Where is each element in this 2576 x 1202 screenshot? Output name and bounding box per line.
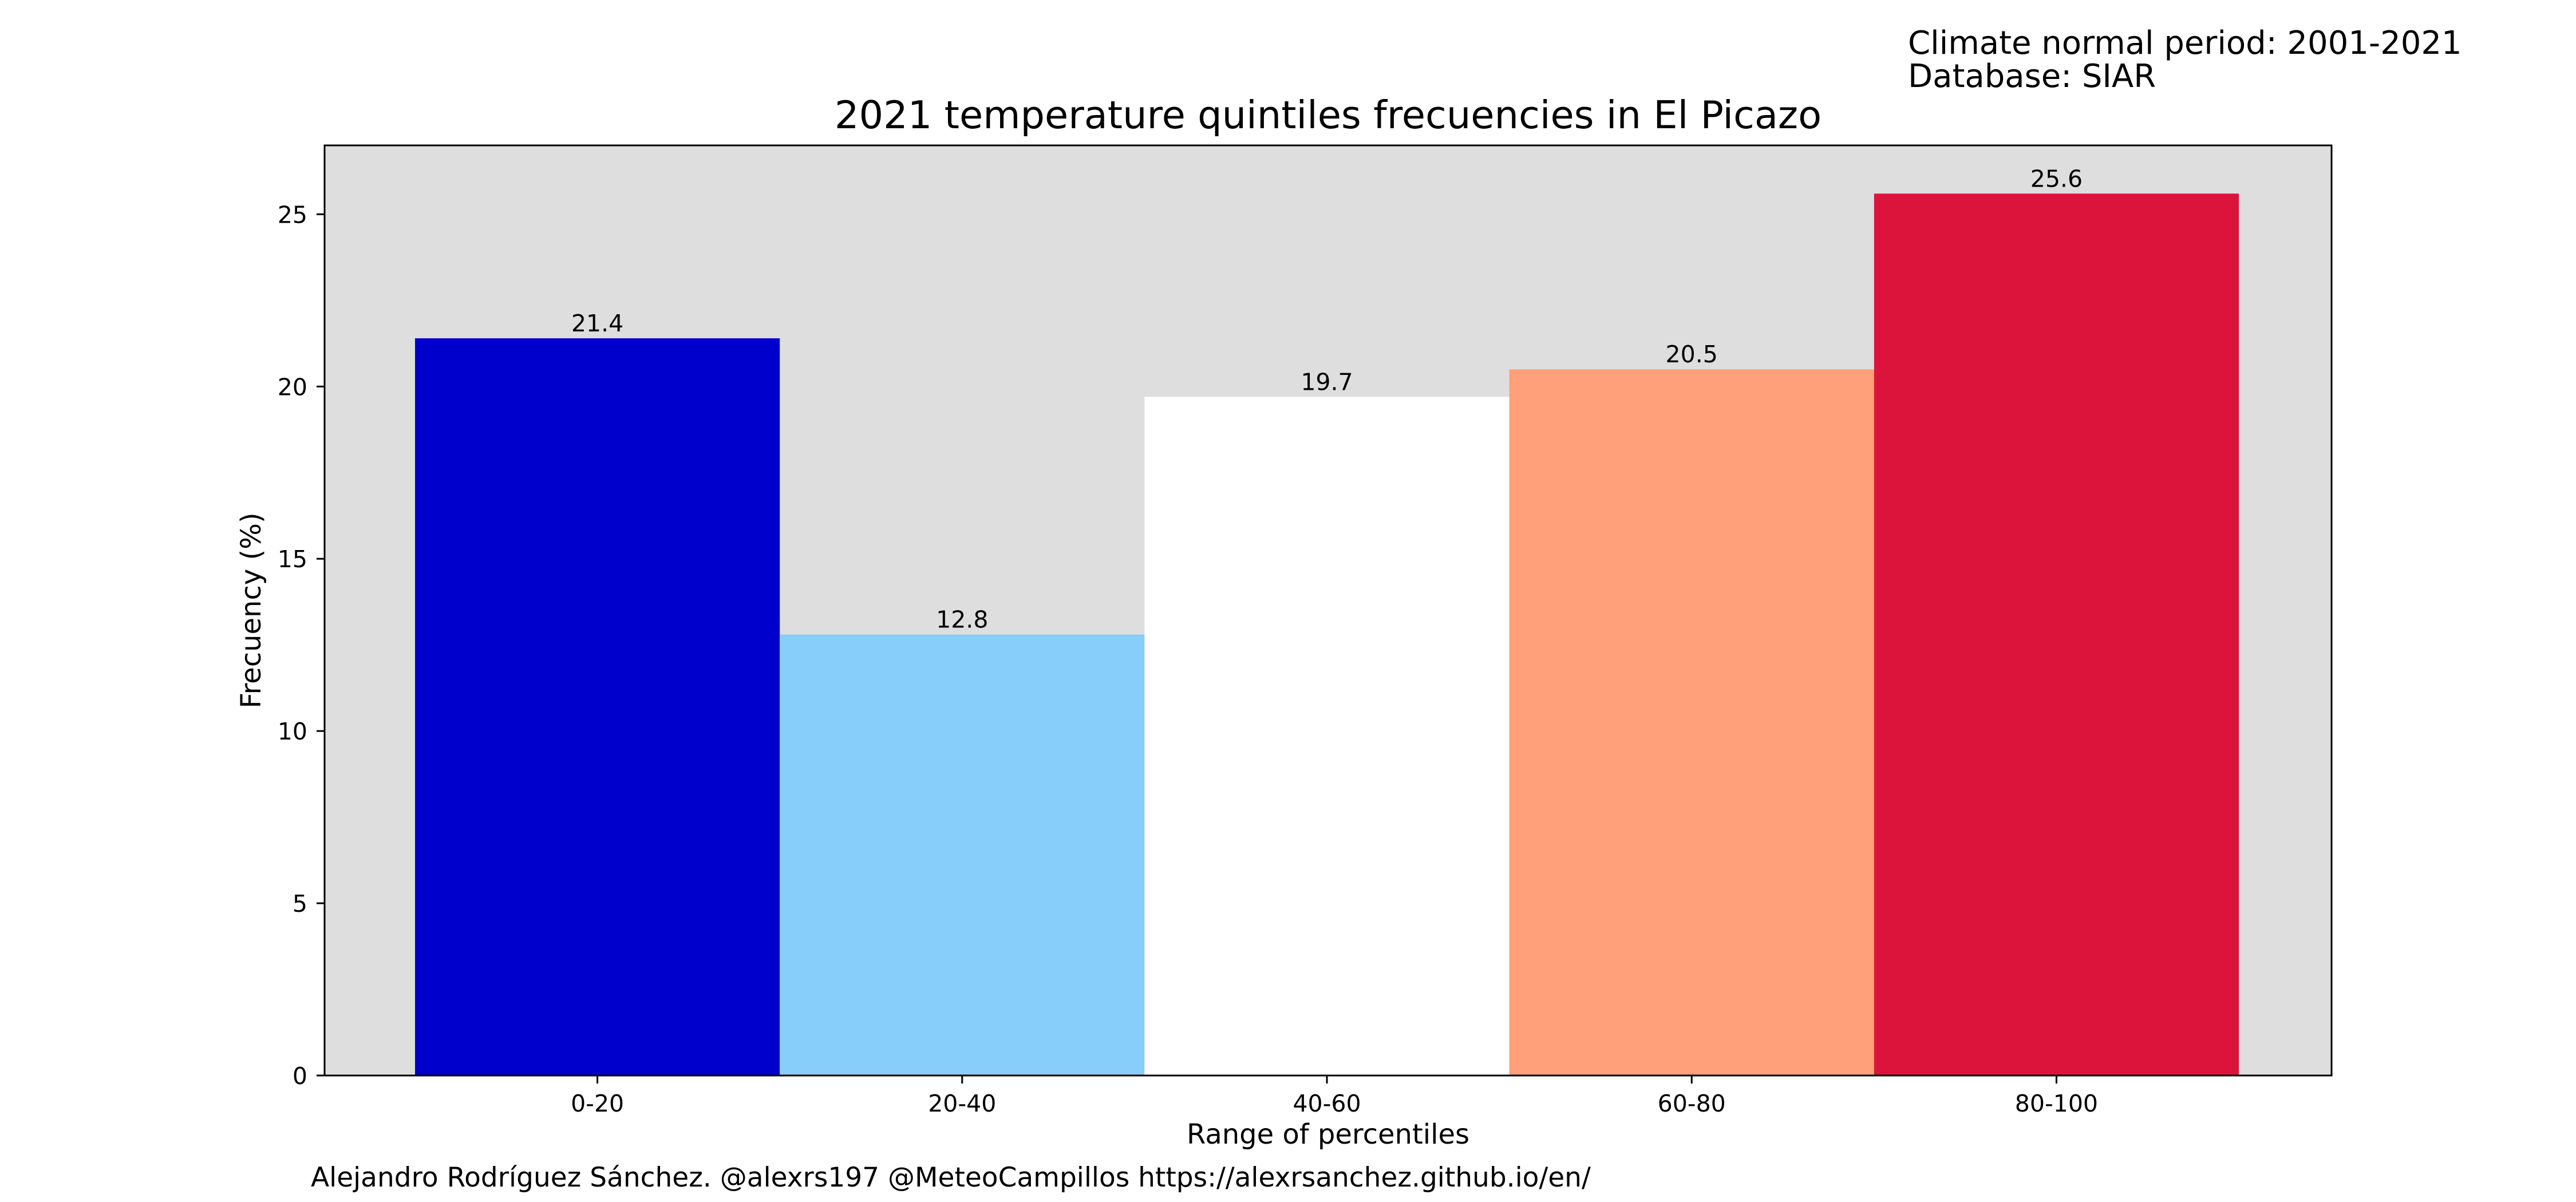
bar-0-20 — [415, 338, 780, 1076]
y-tick-label: 15 — [278, 545, 307, 573]
x-tick-label: 0-20 — [571, 1090, 624, 1117]
data-label-60-80: 20.5 — [1666, 341, 1718, 368]
data-label-40-60: 19.7 — [1301, 368, 1353, 396]
bar-40-60 — [1144, 397, 1510, 1076]
x-tick-label: 20-40 — [928, 1090, 996, 1117]
y-tick-label: 25 — [278, 201, 307, 228]
bar-20-40 — [780, 634, 1145, 1076]
x-axis-label: Range of percentiles — [1187, 1118, 1469, 1150]
author-credits: Alejandro Rodríguez Sánchez. @alexrs197 … — [311, 1162, 1591, 1193]
chart-title: 2021 temperature quintiles frecuencies i… — [835, 93, 1822, 137]
y-axis-label: Frecuency (%) — [235, 512, 267, 708]
y-tick-label: 0 — [293, 1062, 307, 1090]
y-tick-label: 10 — [278, 718, 307, 745]
x-tick-label: 80-100 — [2015, 1090, 2098, 1117]
data-label-20-40: 12.8 — [936, 606, 988, 634]
database-note: Database: SIAR — [1908, 58, 2156, 95]
plot-frame — [323, 144, 2333, 1077]
x-tick-label: 40-60 — [1293, 1090, 1361, 1117]
bar-80-100 — [1874, 193, 2239, 1076]
y-axis: 0 5 10 15 20 25 — [278, 201, 325, 1090]
y-tick-label: 5 — [293, 890, 307, 918]
data-label-0-20: 21.4 — [571, 310, 623, 337]
x-axis: 0-20 20-40 40-60 60-80 80-100 — [571, 1076, 2098, 1117]
x-tick-label: 60-80 — [1658, 1090, 1726, 1117]
data-label-80-100: 25.6 — [2030, 165, 2083, 192]
climate-period-note: Climate normal period: 2001-2021 — [1908, 25, 2462, 62]
bar-60-80 — [1509, 369, 1874, 1076]
bars-layer — [415, 193, 2239, 1076]
y-tick-label: 20 — [278, 373, 307, 401]
data-labels-layer: 21.4 12.8 19.7 20.5 25.6 — [571, 165, 2083, 633]
